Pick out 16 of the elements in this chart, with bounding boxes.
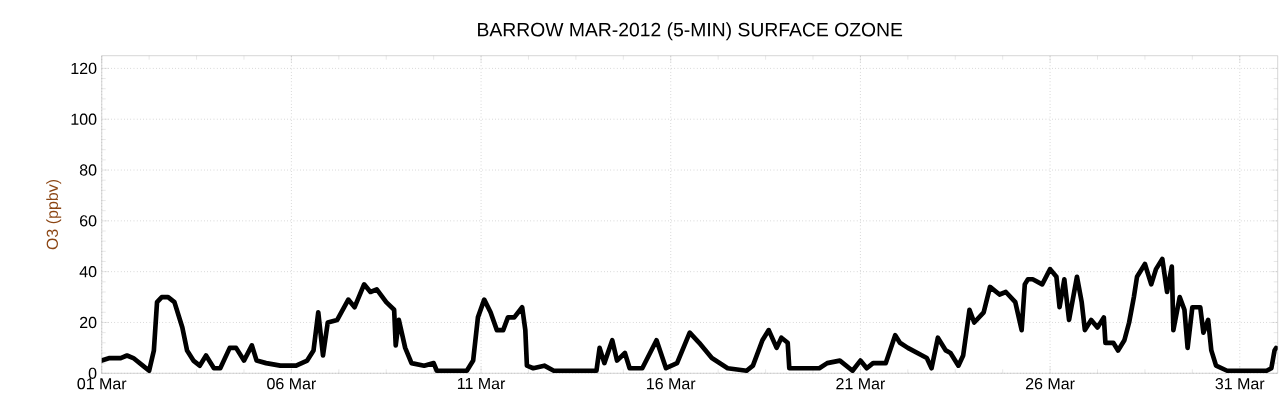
y-tick-label: 80 (79, 164, 97, 176)
x-tick-label: 06 Mar (267, 378, 316, 390)
x-tick-label: 11 Mar (457, 378, 506, 390)
chart-title: BARROW MAR-2012 (5-MIN) SURFACE OZONE (478, 22, 903, 41)
y-tick-label: 100 (71, 113, 97, 125)
y-tick-label: 60 (80, 215, 97, 227)
x-tick-label: 21 Mar (836, 378, 886, 390)
x-tick-label: 26 Mar (1025, 378, 1075, 390)
x-tick-label: 01 Mar (77, 378, 127, 390)
x-tick-label: 31 Mar (1215, 378, 1265, 390)
x-tick-label: 16 Mar (647, 378, 696, 390)
y-tick-label: 0 (88, 367, 97, 379)
y-tick-label: 20 (80, 316, 97, 329)
y-tick-label: 120 (71, 62, 97, 75)
y-tick-label: 40 (79, 266, 97, 278)
y-axis-title: O3 (ppbv) (46, 179, 62, 250)
